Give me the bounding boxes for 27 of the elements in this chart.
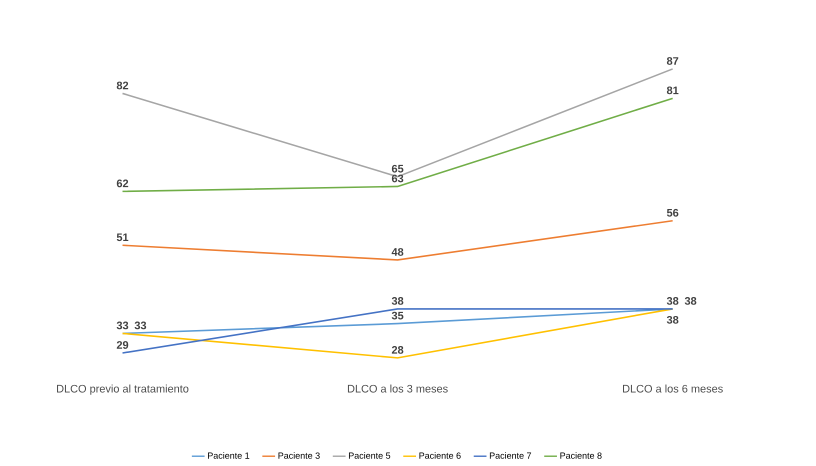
legend-label: Paciente 3 — [278, 452, 320, 459]
data-label: 65 — [392, 164, 404, 173]
data-label: 33 — [134, 322, 146, 330]
legend-label: Paciente 6 — [419, 452, 461, 459]
legend-label: Paciente 8 — [560, 452, 602, 459]
data-label: 63 — [392, 174, 404, 182]
x-tick-label: DLCO a los 3 meses — [348, 384, 448, 393]
data-label: 81 — [666, 86, 678, 94]
data-label: 38 — [684, 297, 696, 305]
data-label: 38 — [666, 297, 678, 305]
data-label: 87 — [666, 57, 678, 65]
legend-label: Paciente 7 — [490, 452, 532, 459]
data-label: 82 — [116, 82, 128, 90]
data-label: 29 — [116, 341, 128, 349]
data-label: 56 — [666, 208, 678, 217]
x-tick-label: DLCO previo al tratamiento — [57, 384, 188, 395]
data-label: 38 — [666, 316, 678, 324]
data-label: 62 — [116, 180, 128, 188]
legend-label: Paciente 5 — [348, 452, 390, 459]
legend-label: Paciente 1 — [208, 452, 250, 459]
data-label: 35 — [392, 312, 404, 320]
x-tick-label: DLCO a los 6 meses — [623, 384, 723, 393]
data-label: 33 — [116, 322, 128, 330]
data-label: 48 — [392, 248, 404, 256]
data-label: 38 — [392, 297, 404, 305]
data-label: 51 — [116, 233, 128, 242]
data-label: 28 — [392, 346, 404, 354]
